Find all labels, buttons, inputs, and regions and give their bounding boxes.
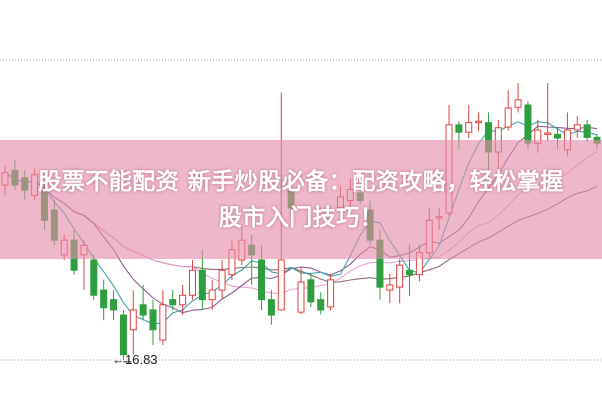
headline-banner: 股票不能配资 新手炒股必备：配资攻略，轻松掌握 股市入门技巧！ xyxy=(0,140,602,259)
candle-up xyxy=(208,289,216,301)
candle-down xyxy=(198,269,206,301)
low-price-annotation: ←16.83 xyxy=(112,352,158,367)
candle-down xyxy=(455,124,463,133)
candle-down xyxy=(524,104,532,144)
candle-down xyxy=(119,314,127,356)
candle-up xyxy=(475,120,483,124)
candle-up xyxy=(573,124,581,131)
candle-up xyxy=(129,309,137,331)
candle-up xyxy=(396,264,404,288)
candle-down xyxy=(317,299,325,311)
candle-up xyxy=(277,259,285,311)
candle-down xyxy=(258,259,266,301)
candle-down xyxy=(100,289,108,309)
candle-up xyxy=(465,122,473,133)
candle-up xyxy=(179,294,187,306)
candle-up xyxy=(504,107,512,128)
candle-down xyxy=(169,299,177,306)
candle-up xyxy=(544,132,552,135)
candle-down xyxy=(554,133,562,139)
candle-down xyxy=(139,304,147,316)
candle-down xyxy=(149,309,157,331)
candle-up xyxy=(188,269,196,296)
candle-up xyxy=(514,99,522,108)
candle-down xyxy=(267,299,275,316)
candle-up xyxy=(386,284,394,291)
headline-line-2: 股市入门技巧！ xyxy=(218,204,384,231)
headline-line-1: 股票不能配资 新手炒股必备：配资攻略，轻松掌握 xyxy=(38,168,564,195)
candle-down xyxy=(90,259,98,296)
candle-up xyxy=(159,304,167,341)
candle-up xyxy=(218,269,226,291)
candle-up xyxy=(327,279,335,308)
candle-up xyxy=(297,281,305,313)
candle-down xyxy=(583,124,591,138)
candle-down xyxy=(406,269,414,276)
candle-down xyxy=(307,279,315,303)
candle-down xyxy=(110,299,118,311)
